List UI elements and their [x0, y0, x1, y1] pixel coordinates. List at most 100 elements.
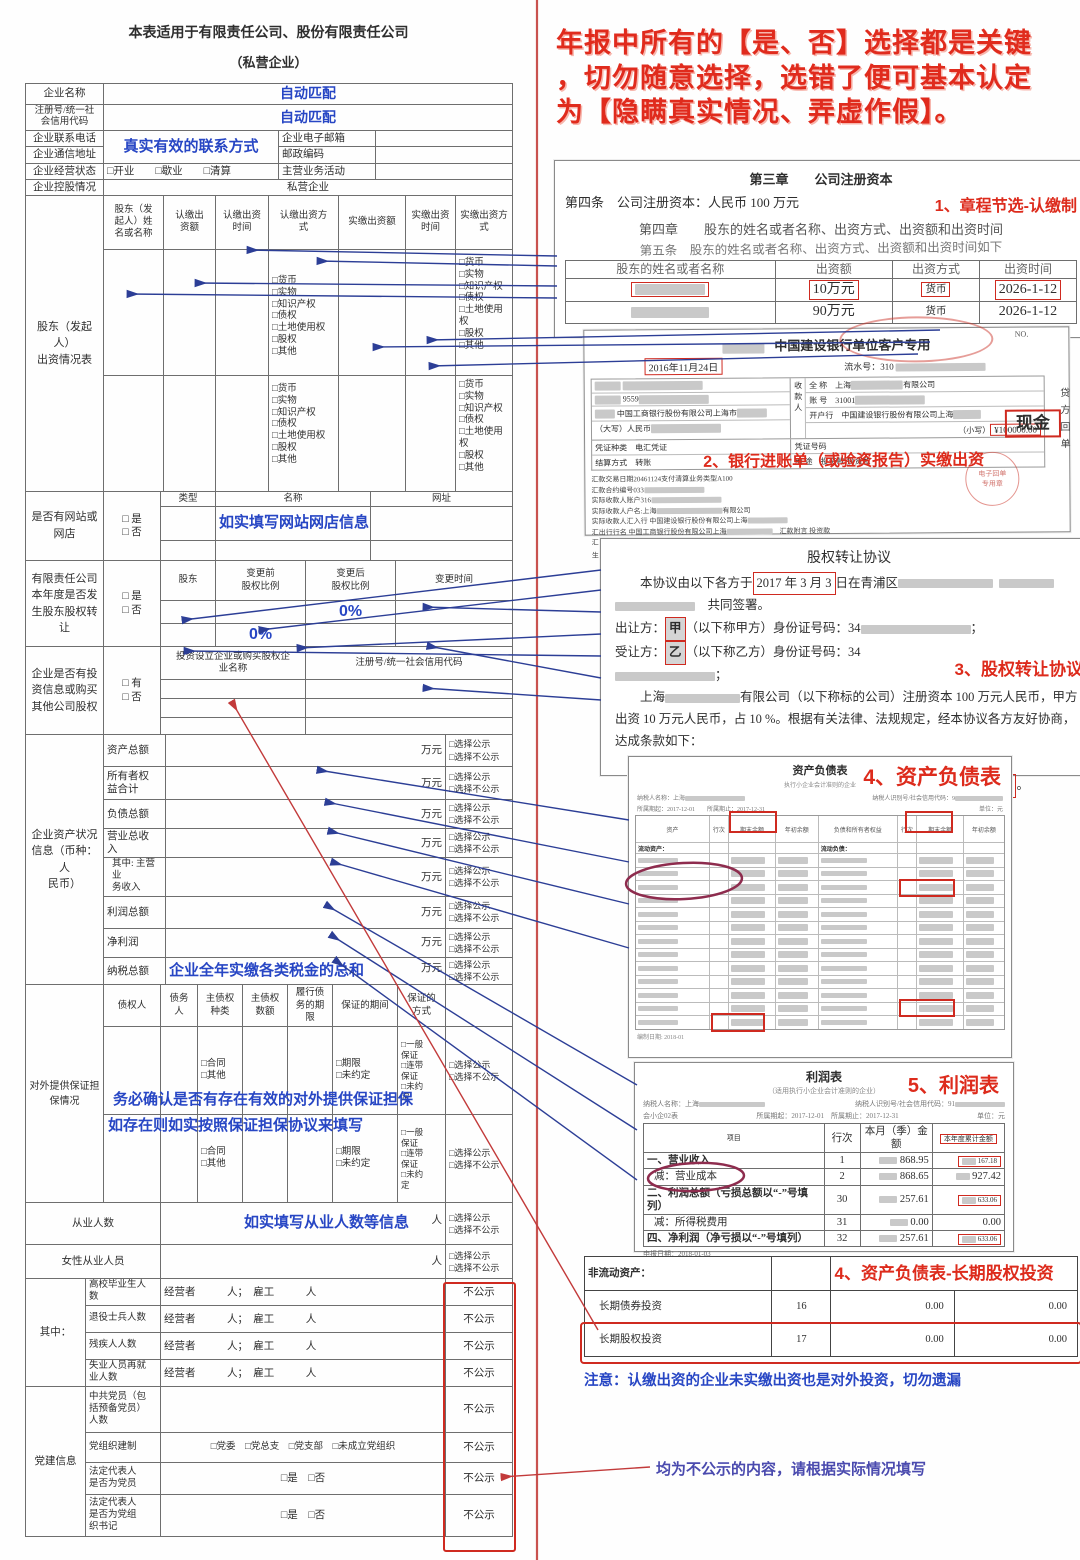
holding-value: 私营企业 [103, 178, 513, 196]
zip-value [375, 146, 513, 164]
party-b-highlight: 乙 [665, 641, 686, 665]
employee-hint: 如实填写从业人数等信息 [244, 1214, 410, 1232]
balance-sheet: 资产负债表 执行小企业会计准则的企业 4、资产负债表 纳税人名称：上海 纳税人识… [628, 756, 1012, 1058]
income-footer: 申报日期：2018-01-03 [643, 1250, 711, 1258]
method-checkboxes: □货币 □实物 □知识产权 □债权 □土地使用权 □股权 □其他 [455, 248, 513, 376]
row-rep-is-member: 法定代表人 是否为党员 [85, 1462, 161, 1496]
agreement-tag: 3、股权转让协议 [954, 660, 1080, 680]
method-checkboxes: □货币 □实物 □知识产权 □债权 □土地使用权 □股权 □其他 [268, 374, 339, 492]
charter-excerpt: 第三章 公司注册资本 第四条 公司注册资本：人民币 100 万元 1、章程节选-… [554, 160, 1080, 338]
receipt-tag: 2、银行进账单（或验资报告）实缴出资 [703, 451, 985, 471]
col-invested-regno: 注册号/统一社会信用代码 [305, 646, 513, 681]
col-name: 名称 [215, 490, 371, 508]
assets-table: 企业资产状况 信息（币种：人 民币） 资产总额 万元 □选择公示 □选择不公示 … [25, 734, 513, 986]
balance-table: 资产 行次 期末余额 年初余额 负债和所有者权益 行次 期末余额 年初余额 流动… [635, 815, 1005, 1030]
status-label: 企业经营状态 [25, 162, 104, 180]
balance-header-highlight-left [729, 811, 777, 833]
col-time: 出资时间 [978, 260, 1078, 279]
guarantee-hint-1: 务必确认是否有存在有效的对外提供保证担保 [113, 1091, 414, 1108]
col-subscribed-amount: 认缴出 资额 [163, 194, 216, 250]
holding-label: 企业控股情况 [25, 178, 104, 196]
cash-highlight: 现金 [1004, 409, 1062, 438]
income-row-cost: 减：营业成本 [643, 1168, 825, 1186]
balance-data-row [636, 974, 1004, 988]
bank-receipt: NO. 中国建设银行单位客户专用 2016年11月24日 流水号：310 955… [583, 315, 1071, 559]
balance-data-row [636, 853, 1004, 867]
method-checkboxes: □货币 □实物 □知识产权 □债权 □土地使用权 □股权 □其他 [268, 248, 339, 376]
balance-data-row [636, 1015, 1004, 1029]
row-main-revenue: 其中: 主营业 务收入 [103, 857, 166, 897]
party-a-highlight: 甲 [665, 617, 686, 642]
transfer-label: 有限责任公司 本年度是否发 生股东股权转 让 [25, 560, 104, 648]
row-net-profit: 净利润 [103, 927, 166, 958]
credit-advice-vertical-label: 贷方回单 [1057, 387, 1070, 456]
amount-cell: 90万元 [774, 300, 894, 324]
amount-highlight: 10万元 [808, 280, 859, 300]
charter-article4: 第四条 公司注册资本：人民币 100 万元 [565, 195, 800, 210]
col-ratio-after: 变更后 股权比例 [305, 560, 396, 602]
publish-checkboxes: □选择公示 □选择不公示 [445, 1114, 513, 1204]
balance-data-row [636, 920, 1004, 934]
longterm-equity-highlight-box [580, 1322, 1080, 1364]
payer-bank: 中国工商银行股份有限公司上海市 [616, 408, 737, 419]
col-claim-amount: 主债权 数额 [242, 984, 288, 1028]
investment-table: 企业是否有投 资信息或购买 其他公司股权 □ 有 □ 否 投资设立企业或购买股权… [25, 646, 513, 736]
receipt-date-highlight: 2016年11月24日 [644, 357, 723, 376]
balance-period: 所属期起：2017-12-01 所属期止：2017-12-31 [637, 807, 765, 813]
amount-caps-label: （大写）人民币 [594, 424, 652, 434]
year-col-highlight: 本年度累计金额 [939, 1133, 997, 1145]
redacted-name [635, 284, 706, 296]
warning-banner: 年报中所有的【是、否】选择都是关键 ，切勿随意选择，选错了便可基本认定 为【隐瞒… [556, 26, 1064, 130]
tax-hint: 企业全年实缴各类税金的总和 [169, 961, 365, 979]
yesno-checkboxes: □是 □否 [160, 1462, 446, 1496]
value-highlight: 167.18 [958, 1156, 1001, 1167]
payee-label: 收 款 人 [791, 378, 807, 439]
employee-count-label: 从业人数 [25, 1202, 161, 1246]
method-checkboxes: □货币 □实物 □知识产权 □债权 □土地使用权 □股权 □其他 [455, 374, 513, 492]
guarantee-section-label: 对外提供保证担 保情况 [25, 984, 104, 1204]
receipt-no: NO. [1014, 329, 1029, 339]
agreement-date-highlight: 2017 年 3 月 3 [752, 571, 836, 596]
income-taxid: 纳税人识别号/社会信用代码：91 [855, 1100, 955, 1108]
col-ratio-before: 变更前 股权比例 [215, 560, 306, 602]
col-performance-period: 履行债 务的期 限 [287, 984, 333, 1028]
website-table: 是否有网站或 网店 □ 是 □ 否 类型 名称 网址 如实填写网站网店信息 [25, 490, 513, 562]
balance-data-row [636, 934, 1004, 948]
email-label: 企业电子邮箱 [278, 130, 376, 148]
website-yesno-checkboxes: □ 是 □ 否 [103, 490, 161, 562]
reg-no-value: 自动匹配 [103, 103, 513, 132]
publish-checkboxes: □选择公示 □选择不公示 [445, 857, 513, 897]
ratio-before-value: 0% [215, 623, 306, 648]
row-longterm-bonds: 长期债券投资 [583, 1290, 773, 1323]
col-paid-amount: 实缴出资额 [338, 194, 406, 250]
col-invested-company: 投资设立企业或购买股权企 业名称 [160, 646, 306, 681]
col-method: 出资方式 [892, 260, 980, 279]
reg-no-label: 注册号/统一社 会信用代码 [25, 103, 104, 132]
publish-checkboxes: □选择公示 □选择不公示 [445, 956, 513, 986]
charter-table: 股东的姓名或者名称 出资额 出资方式 出资时间 10万元 货币 2026-1-1… [565, 260, 1078, 324]
col-paid-method: 实缴出资方 式 [455, 194, 513, 250]
time-cell: 2026-1-12 [978, 300, 1078, 324]
annual-report-form: 本表适用于有限责任公司、股份有限责任公司 （私营企业） 企业名称 自动匹配 注册… [25, 8, 513, 1538]
row-reemployed: 失业人员再就 业人数 [85, 1359, 161, 1388]
balance-header-highlight-right [905, 811, 953, 833]
no-publish-cell: 不公示 [445, 1432, 513, 1464]
balance-data-row [636, 907, 1004, 921]
ratio-after-value: 0% [305, 600, 396, 625]
row-graduates: 高校毕业生人 数 [85, 1278, 161, 1307]
income-taxpayer: 纳税人名称：上海 [643, 1100, 699, 1108]
main-biz-value [375, 162, 513, 180]
charter-chapter4: 第四章 股东的姓名或者名称、出资方式、出资额和出资时间 [638, 222, 1003, 237]
row-total-revenue: 营业总收 入 [103, 828, 166, 859]
col-paid-time: 实缴出资 时间 [405, 194, 456, 250]
col-creditor: 债权人 [103, 984, 161, 1028]
charter-chapter3: 第三章 公司注册资本 [749, 172, 893, 187]
operator-employee-line: 经营者 人； 雇工 人 [160, 1278, 446, 1307]
payer-block: 9559 中国工商银行股份有限公司上海市 （大写）人民币 [591, 378, 792, 440]
receipt-serial: 流水号：310 [844, 361, 894, 372]
redacted-name-highlight [631, 282, 710, 298]
income-row-net-profit: 四、净利润（净亏损以“-”号填列） [643, 1229, 825, 1248]
income-statement: 利润表 （适用执行小企业会计准则的企业） 5、利润表 纳税人名称：上海 纳税人识… [634, 1062, 1014, 1258]
shareholder-section-label: 股东（发起人） 出资情况表 [25, 194, 104, 492]
row-disabled: 残疾人人数 [85, 1332, 161, 1361]
